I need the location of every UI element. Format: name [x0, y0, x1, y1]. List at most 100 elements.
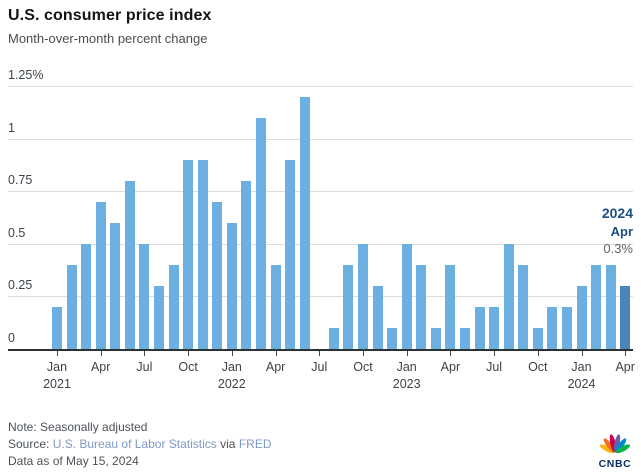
y-axis-label: 0.75: [8, 173, 33, 188]
y-gridline: [8, 243, 633, 245]
x-axis-month-label: Jan: [396, 360, 417, 374]
bar-feb-2021: [66, 264, 77, 349]
x-axis-year-label: 2023: [392, 377, 421, 391]
bar-apr-2023: [445, 264, 456, 349]
chart-footer: Note: Seasonally adjusted Source: U.S. B…: [8, 419, 272, 470]
bar-jan-2024: [576, 285, 587, 349]
source-link-fred[interactable]: FRED: [238, 437, 272, 451]
bar-mar-2024: [605, 264, 616, 349]
bar-jul-2021: [139, 243, 150, 349]
x-axis-month-label: Jul: [311, 360, 328, 374]
x-axis-month-label: Jul: [486, 360, 503, 374]
bar-jan-2023: [401, 243, 412, 349]
x-axis-year-label: 2022: [217, 377, 246, 391]
bar-dec-2021: [212, 201, 223, 349]
x-axis-tick: [494, 351, 496, 356]
footer-note: Note: Seasonally adjusted: [8, 420, 148, 434]
bar-oct-2021: [183, 159, 194, 349]
bar-mar-2023: [430, 328, 441, 349]
bar-jan-2022: [226, 222, 237, 349]
bar-mar-2021: [81, 243, 92, 349]
bar-jun-2023: [474, 306, 485, 349]
x-axis-tick: [144, 351, 146, 356]
x-axis-tick: [537, 351, 539, 356]
x-axis-month-label: Oct: [353, 360, 373, 374]
y-axis-label: 0: [8, 331, 15, 345]
bar-nov-2022: [372, 285, 383, 349]
y-gridline: [8, 86, 633, 87]
x-axis-tick: [363, 351, 364, 356]
x-axis-tick: [450, 351, 452, 356]
latest-value-annotation: 2024 Apr 0.3%: [602, 204, 633, 258]
x-axis-month-label: Jan: [571, 360, 592, 374]
x-axis-tick: [231, 351, 233, 356]
bar-sep-2023: [518, 264, 529, 349]
bar-aug-2022: [328, 328, 339, 349]
x-axis-year-label: 2021: [43, 377, 71, 391]
bar-jan-2021: [52, 306, 62, 349]
bar-sep-2022: [343, 264, 354, 349]
footer-source-line: Source: U.S. Bureau of Labor Statistics …: [8, 436, 272, 453]
x-axis-month-label: Jan: [221, 360, 242, 374]
y-axis-label: 1: [8, 120, 15, 135]
bar-dec-2022: [387, 328, 398, 349]
x-axis-month-label: Apr: [440, 360, 461, 374]
annotation-month: Apr: [610, 223, 633, 239]
bar-aug-2021: [154, 285, 164, 349]
x-axis-month-label: Apr: [615, 360, 635, 374]
footer-data-as-of: Data as of May 15, 2024: [8, 454, 139, 468]
source-connector: via: [220, 437, 236, 451]
bar-dec-2023: [562, 306, 572, 349]
y-axis-label: 0.5: [8, 225, 26, 240]
annotation-value: 0.3%: [603, 241, 633, 257]
chart-title: U.S. consumer price index: [8, 7, 212, 24]
annotation-year: 2024: [601, 205, 633, 221]
bar-may-2023: [460, 328, 470, 349]
bar-feb-2023: [416, 264, 427, 349]
chart-subtitle: Month-over-month percent change: [8, 31, 208, 46]
x-axis-month-label: Oct: [528, 360, 548, 374]
bar-sep-2021: [168, 264, 179, 349]
x-axis-tick: [406, 351, 408, 356]
bar-oct-2023: [532, 328, 543, 349]
x-axis-month-label: Jul: [136, 360, 153, 374]
bar-nov-2021: [197, 159, 208, 349]
cnbc-logo: CNBC: [596, 434, 634, 470]
y-gridline: [8, 138, 633, 140]
x-axis-month-label: Apr: [90, 360, 111, 374]
cnbc-logo-text: CNBC: [598, 458, 632, 470]
x-axis-tick: [319, 351, 321, 356]
bar-feb-2022: [241, 180, 252, 349]
bar-apr-2022: [270, 264, 281, 349]
x-axis-tick: [581, 351, 583, 356]
x-axis-year-label: 2024: [567, 377, 596, 391]
peacock-icon: [599, 434, 631, 454]
source-prefix: Source:: [8, 437, 50, 451]
bar-aug-2023: [503, 243, 514, 349]
x-axis-month-label: Jan: [46, 360, 68, 374]
bar-mar-2022: [256, 117, 266, 349]
bar-nov-2023: [547, 306, 558, 349]
x-axis-tick: [100, 351, 102, 356]
bar-may-2021: [110, 222, 121, 349]
bar-feb-2024: [591, 264, 602, 349]
y-axis-label: 1.25%: [8, 68, 44, 82]
x-axis-month-label: Apr: [265, 360, 286, 374]
bar-jun-2021: [124, 180, 135, 349]
bar-jun-2022: [299, 96, 310, 349]
bar-may-2022: [285, 159, 296, 349]
y-gridline: [8, 191, 633, 193]
y-gridline: [8, 296, 633, 298]
y-axis-label: 0.25: [8, 278, 33, 293]
x-axis-tick: [625, 351, 627, 356]
bar-oct-2022: [358, 243, 368, 349]
x-axis-tick: [275, 351, 277, 356]
bar-apr-2021: [95, 201, 106, 349]
bar-apr-2024: [620, 285, 631, 349]
x-axis-tick: [188, 351, 190, 356]
bar-jul-2023: [489, 306, 500, 349]
x-axis-line: [8, 349, 633, 351]
x-axis-tick: [57, 351, 58, 356]
source-link-bls[interactable]: U.S. Bureau of Labor Statistics: [52, 437, 217, 451]
